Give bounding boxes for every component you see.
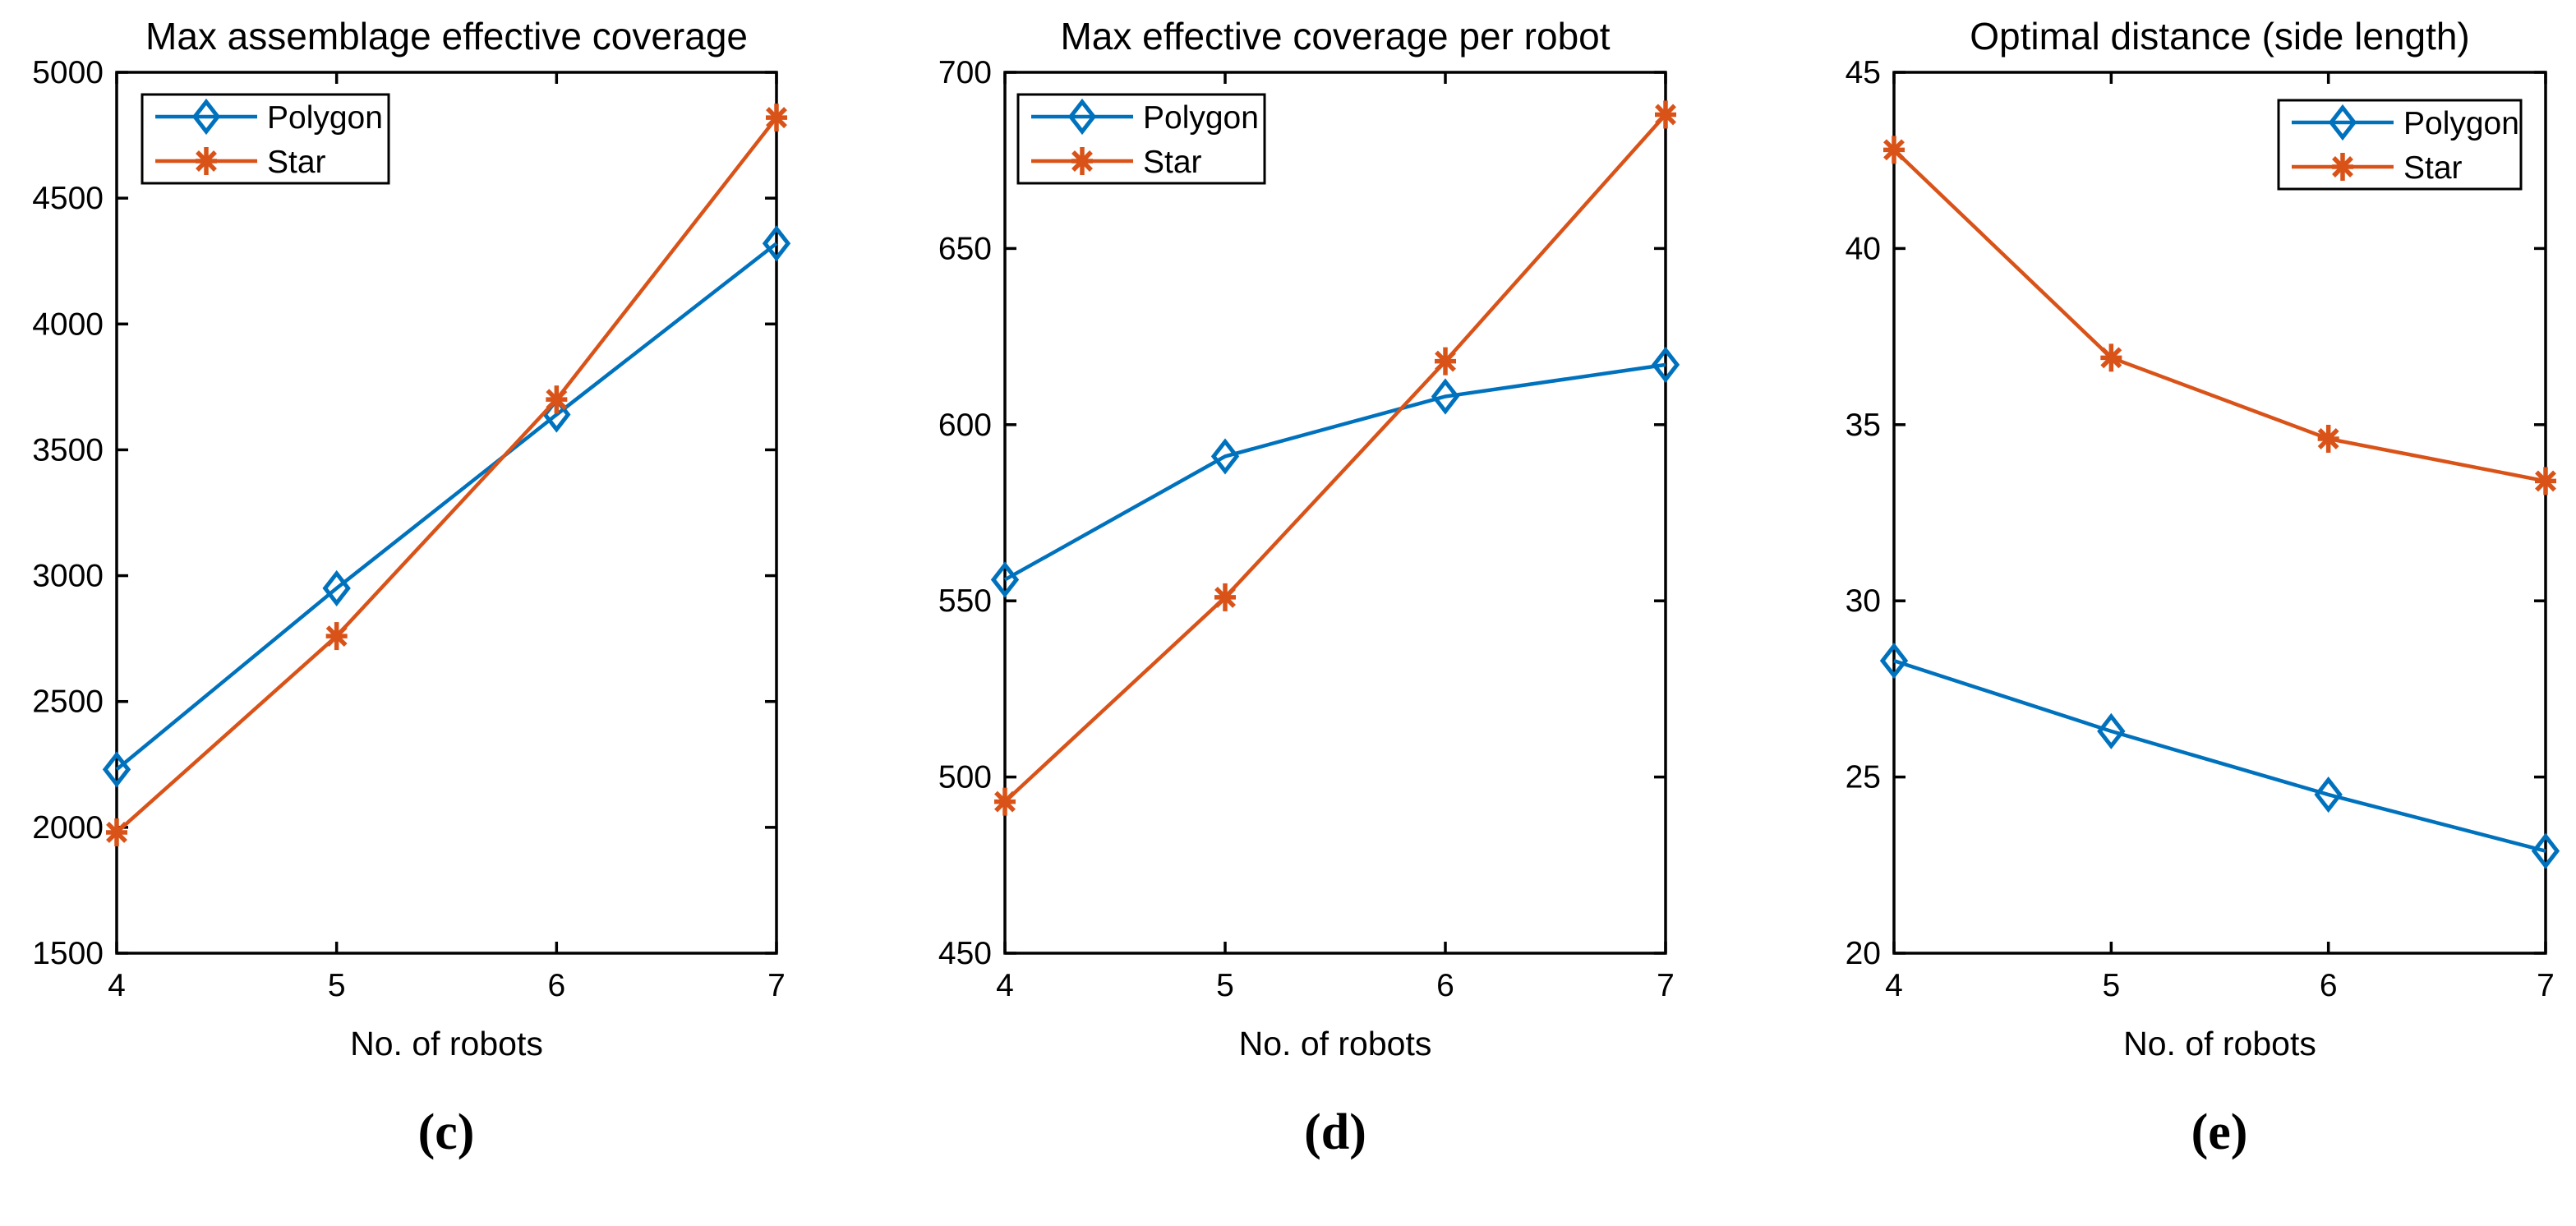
y-tick-label: 4000 bbox=[32, 306, 104, 342]
legend-label: Star bbox=[267, 145, 326, 180]
legend: Polygon Star bbox=[1016, 93, 1266, 185]
legend-marker-polygon bbox=[191, 98, 221, 136]
y-tick-label: 1500 bbox=[32, 936, 104, 971]
y-tick-label: 30 bbox=[1846, 583, 1881, 619]
marker-polygon bbox=[1651, 346, 1680, 383]
chart-e-caption: (e) bbox=[2191, 1104, 2248, 1160]
x-tick-label: 4 bbox=[1885, 968, 1903, 1003]
y-tick-label: 500 bbox=[938, 760, 992, 795]
chart-c-caption: (c) bbox=[418, 1104, 475, 1160]
y-tick-label: 3500 bbox=[32, 432, 104, 468]
y-tick-label: 2500 bbox=[32, 684, 104, 720]
plot-frame bbox=[1003, 71, 1667, 955]
marker-star bbox=[2535, 467, 2556, 495]
chart-d-caption: (d) bbox=[1304, 1104, 1366, 1160]
y-tick-label: 20 bbox=[1846, 936, 1881, 971]
x-tick-label: 4 bbox=[108, 968, 126, 1003]
chart-title: Max effective coverage per robot bbox=[1060, 15, 1610, 58]
series-line-polygon bbox=[115, 242, 778, 772]
marker-star bbox=[2317, 424, 2339, 453]
marker-polygon bbox=[2314, 776, 2343, 813]
plot-frame bbox=[115, 71, 778, 955]
legend: Polygon Star bbox=[2277, 99, 2523, 191]
marker-star bbox=[1883, 136, 1905, 164]
y-tick-label: 35 bbox=[1846, 408, 1881, 443]
legend-marker-star bbox=[1071, 147, 1093, 175]
legend: Polygon Star bbox=[141, 93, 390, 185]
series-line-star bbox=[115, 116, 778, 834]
marker-star bbox=[325, 622, 348, 651]
y-tick-label: 25 bbox=[1846, 760, 1881, 795]
y-tick-label: 700 bbox=[938, 55, 992, 90]
marker-star bbox=[2100, 343, 2122, 372]
legend-marker-star bbox=[2332, 153, 2353, 181]
x-axis-label: No. of robots bbox=[1239, 1025, 1432, 1062]
y-tick-label: 600 bbox=[938, 408, 992, 443]
x-tick-label: 5 bbox=[2102, 968, 2120, 1003]
marker-polygon bbox=[762, 225, 791, 262]
marker-polygon bbox=[1210, 438, 1240, 475]
marker-star bbox=[106, 818, 127, 846]
legend-label: Polygon bbox=[267, 100, 383, 136]
x-tick-label: 7 bbox=[1657, 968, 1675, 1003]
plot-frame bbox=[1892, 71, 2547, 955]
legend-marker-polygon bbox=[2328, 104, 2357, 141]
chart-title: Optimal distance (side length) bbox=[1970, 15, 2470, 58]
marker-polygon bbox=[2097, 712, 2126, 749]
marker-star bbox=[1435, 347, 1456, 376]
y-tick-label: 40 bbox=[1846, 231, 1881, 266]
marker-star bbox=[994, 787, 1016, 816]
legend-box bbox=[2277, 99, 2523, 191]
x-axis-label: No. of robots bbox=[2123, 1025, 2316, 1062]
marker-polygon bbox=[990, 561, 1020, 598]
y-tick-label: 450 bbox=[938, 936, 992, 971]
y-tick-label: 45 bbox=[1846, 55, 1881, 90]
x-tick-label: 7 bbox=[2537, 968, 2555, 1003]
marker-star bbox=[546, 385, 568, 414]
series-line-polygon bbox=[1893, 658, 2546, 853]
marker-star bbox=[1655, 100, 1676, 129]
chart-c-block: (c) Max assemblage effective coverage 4 5 6… bbox=[0, 0, 859, 1222]
marker-star bbox=[1214, 583, 1236, 611]
legend-label: Polygon bbox=[2403, 106, 2519, 141]
x-tick-label: 7 bbox=[767, 968, 786, 1003]
x-tick-label: 4 bbox=[996, 968, 1014, 1003]
y-tick-label: 550 bbox=[938, 583, 992, 619]
y-tick-label: 5000 bbox=[32, 55, 104, 90]
marker-polygon bbox=[322, 569, 351, 606]
marker-polygon bbox=[102, 751, 131, 788]
chart-d-block: (d) Max effective coverage per robot 4 5 6 7… bbox=[859, 0, 1717, 1222]
marker-polygon bbox=[1879, 643, 1909, 680]
chart-c-svg: (c) Max assemblage effective coverage 4 5 6… bbox=[32, 15, 791, 1160]
y-tick-label: 3000 bbox=[32, 559, 104, 594]
marker-polygon bbox=[1431, 378, 1460, 415]
legend-label: Polygon bbox=[1143, 100, 1259, 136]
chart-title: Max assemblage effective coverage bbox=[145, 15, 748, 58]
series-line-star bbox=[1003, 113, 1667, 804]
legend-box bbox=[1016, 93, 1266, 185]
y-tick-label: 2000 bbox=[32, 810, 104, 846]
y-tick-label: 650 bbox=[938, 231, 992, 266]
chart-e-svg: (e) Optimal distance (side length)4 5 6 720… bbox=[1846, 15, 2560, 1160]
x-tick-label: 6 bbox=[2320, 968, 2338, 1003]
chart-d-svg: (d) Max effective coverage per robot 4 5 6 7… bbox=[938, 15, 1680, 1160]
legend-marker-polygon bbox=[1067, 98, 1097, 136]
x-tick-label: 5 bbox=[328, 968, 346, 1003]
chart-e-block: (e) Optimal distance (side length) 4 5 6 7 20… bbox=[1717, 0, 2576, 1222]
legend-box bbox=[141, 93, 390, 185]
series-line-star bbox=[1892, 148, 2546, 483]
x-axis-label: No. of robots bbox=[350, 1025, 543, 1062]
marker-polygon bbox=[2531, 832, 2560, 869]
x-tick-label: 6 bbox=[547, 968, 565, 1003]
legend-marker-star bbox=[196, 147, 217, 175]
marker-star bbox=[766, 104, 787, 132]
legend-label: Star bbox=[2403, 150, 2463, 186]
legend-label: Star bbox=[1143, 145, 1202, 180]
y-tick-label: 4500 bbox=[32, 181, 104, 216]
series-line-polygon bbox=[1003, 362, 1666, 582]
x-tick-label: 6 bbox=[1436, 968, 1454, 1003]
x-tick-label: 5 bbox=[1216, 968, 1234, 1003]
